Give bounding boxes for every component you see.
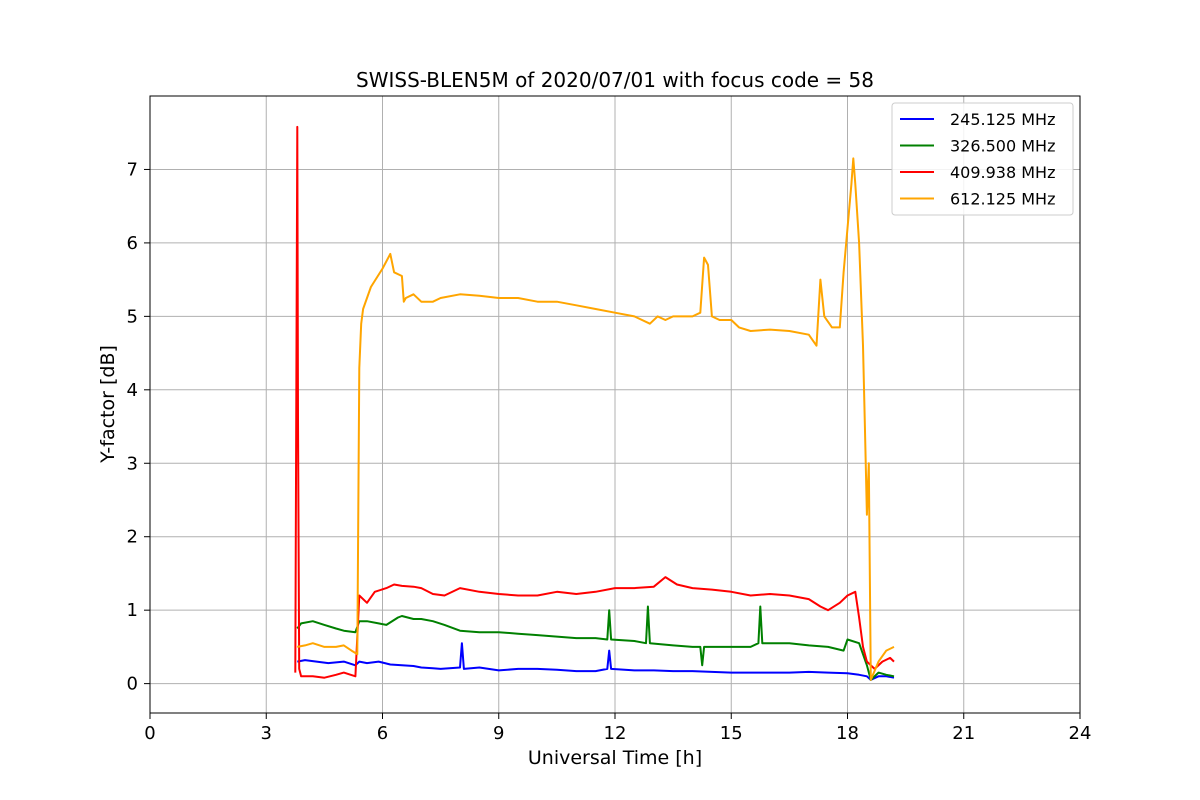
y-tick-label: 5 [127,306,138,327]
series-line-326-500-mhz [296,605,895,681]
y-tick-label: 6 [127,233,138,254]
y-axis-label: Y-factor [dB] [97,345,119,464]
x-tick-label: 9 [493,723,504,744]
x-axis-label: Universal Time [h] [528,747,702,769]
series-line-612-125-mhz [297,157,895,681]
series-group [294,125,895,681]
x-tick-label: 0 [144,723,155,744]
x-tick-label: 15 [720,723,743,744]
x-tick-label: 24 [1069,723,1092,744]
x-tick-label: 21 [952,723,975,744]
series-line-409-938-mhz [294,125,895,679]
y-tick-label: 7 [127,159,138,180]
y-tick-label: 0 [127,674,138,695]
legend-label: 326.500 MHz [950,137,1055,156]
chart-title: SWISS-BLEN5M of 2020/07/01 with focus co… [356,68,874,92]
legend-label: 245.125 MHz [950,110,1055,129]
legend-label: 612.125 MHz [950,190,1055,209]
y-tick-label: 3 [127,453,138,474]
x-tick-label: 18 [836,723,859,744]
y-tick-label: 4 [127,380,138,401]
x-tick-label: 3 [261,723,272,744]
grid [150,96,1080,713]
legend-box [891,102,1074,216]
x-tick-label: 12 [604,723,627,744]
x-tick-label: 6 [377,723,388,744]
y-tick-label: 2 [127,527,138,548]
y-tick-label: 1 [127,600,138,621]
legend-label: 409.938 MHz [950,163,1055,182]
legend: 245.125 MHz 326.500 MHz 409.938 MHz 612.125… [891,102,1074,216]
series-line-245-125-mhz [297,642,895,681]
